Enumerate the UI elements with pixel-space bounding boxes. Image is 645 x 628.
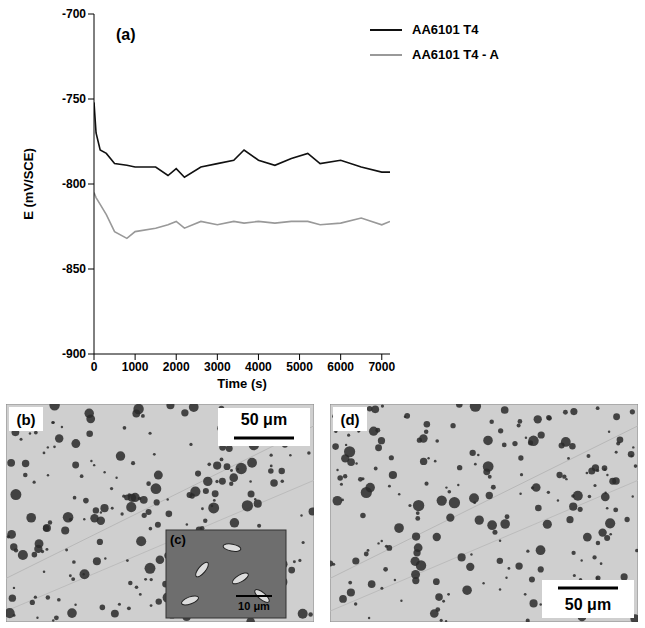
svg-text:(b): (b)	[16, 411, 35, 428]
svg-text:5000: 5000	[286, 360, 313, 374]
svg-text:3000: 3000	[204, 360, 231, 374]
svg-text:-900: -900	[62, 347, 86, 361]
svg-text:10 μm: 10 μm	[238, 600, 270, 612]
svg-text:(d): (d)	[340, 411, 359, 428]
svg-text:1000: 1000	[122, 360, 149, 374]
svg-text:E (mV/SCE): E (mV/SCE)	[21, 148, 36, 220]
html-text:(a): (a)	[116, 26, 136, 43]
svg-text:-850: -850	[62, 262, 86, 276]
svg-text:-750: -750	[62, 92, 86, 106]
svg-text:-800: -800	[62, 177, 86, 191]
svg-text:4000: 4000	[245, 360, 272, 374]
svg-text:50 μm: 50 μm	[565, 596, 611, 613]
svg-text:6000: 6000	[327, 360, 354, 374]
svg-text:Time (s): Time (s)	[217, 376, 267, 391]
svg-text:-700: -700	[62, 7, 86, 21]
svg-text:7000: 7000	[368, 360, 395, 374]
html-text:AA6101 T4: AA6101 T4	[412, 22, 479, 37]
svg-text:50 μm: 50 μm	[241, 411, 287, 428]
svg-text:0: 0	[91, 360, 98, 374]
svg-text:2000: 2000	[163, 360, 190, 374]
svg-text:(c): (c)	[170, 532, 186, 547]
html-text:AA6101 T4 - A: AA6101 T4 - A	[412, 47, 499, 62]
